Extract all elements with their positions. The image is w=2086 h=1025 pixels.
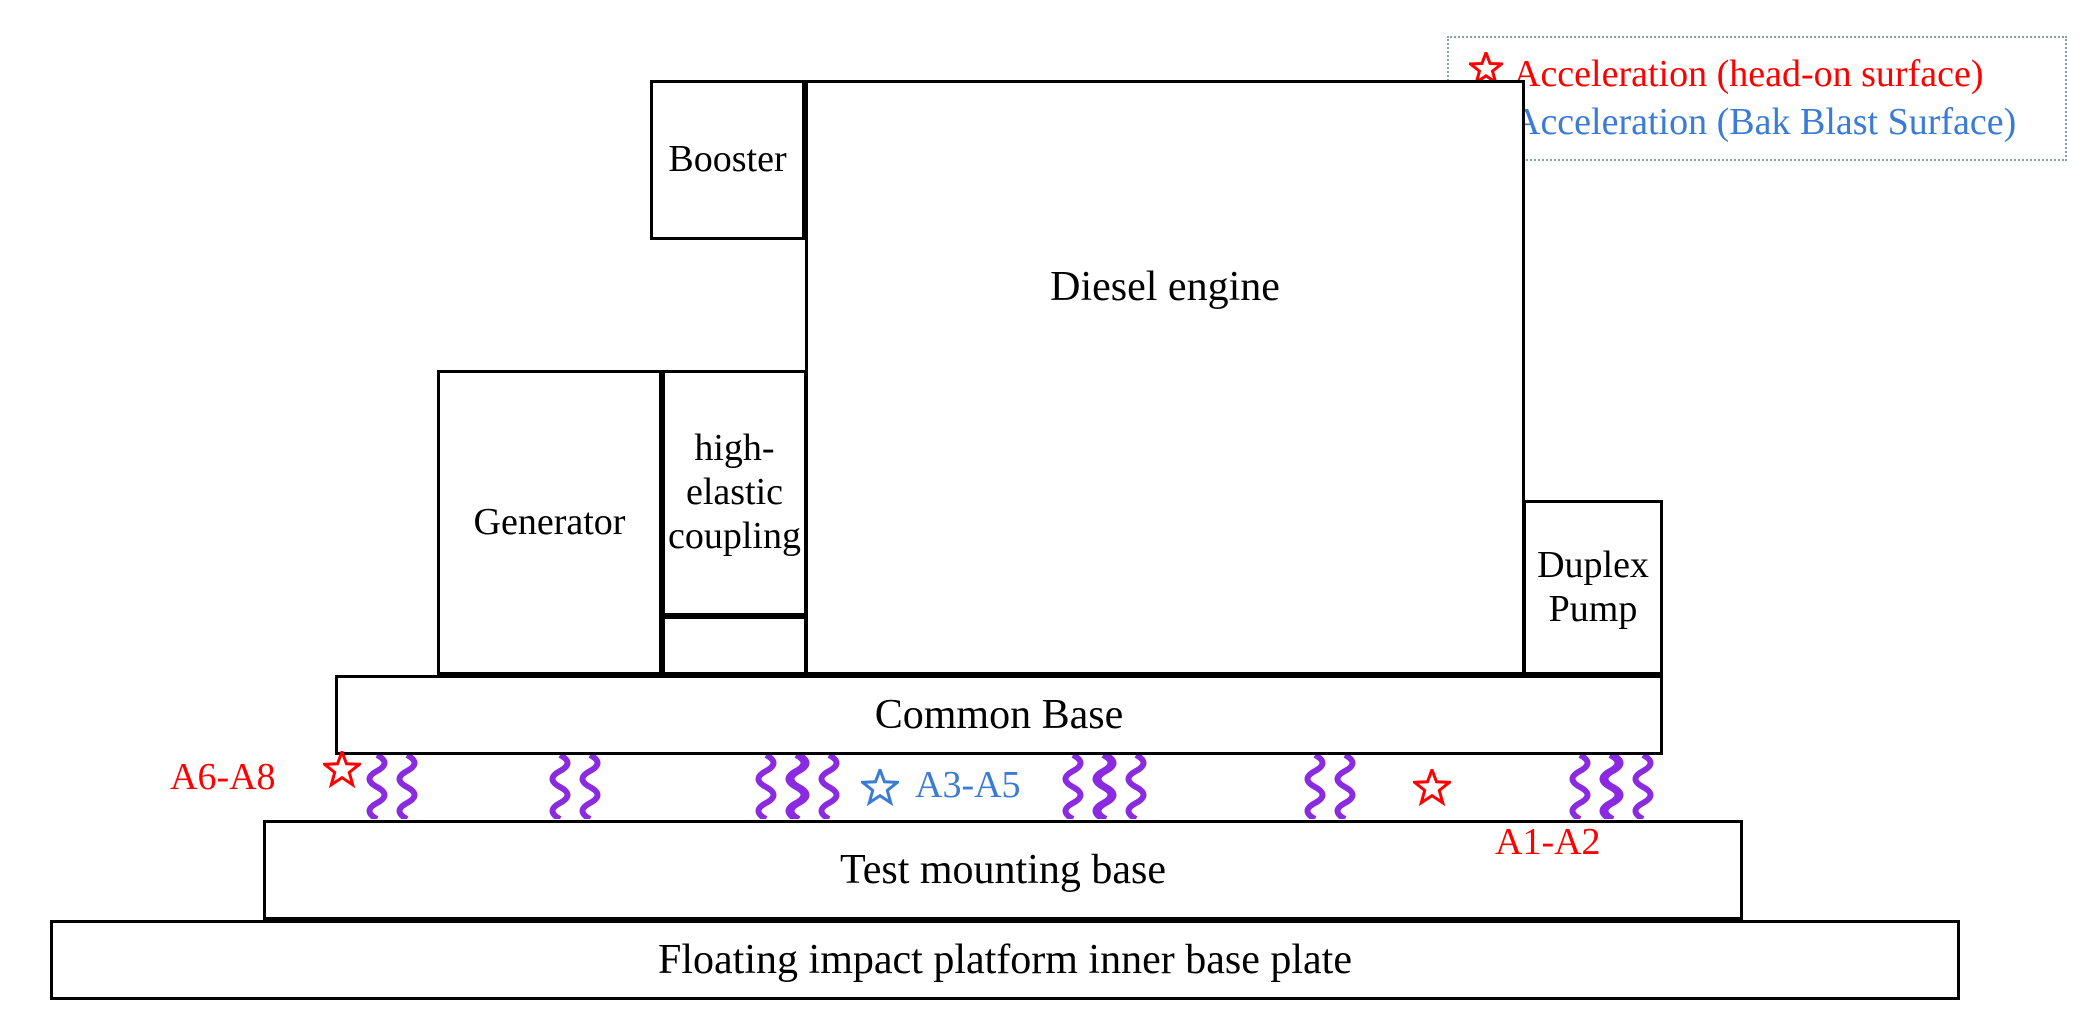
sensor-a1a2-icon — [1413, 769, 1451, 812]
generator-label: Generator — [474, 501, 626, 545]
legend-row-head: Acceleration (head-on surface) — [1469, 52, 2045, 96]
legend-panel: Acceleration (head-on surface) Accelerat… — [1447, 36, 2067, 161]
sensor-a1a2-label: A1-A2 — [1495, 820, 1601, 864]
sensor-a3a5-label: A3-A5 — [915, 763, 1021, 807]
floating-label: Floating impact platform inner base plat… — [658, 936, 1352, 984]
booster-box: Booster — [650, 80, 805, 240]
generator-box: Generator — [437, 370, 662, 675]
common-base-box: Common Base — [335, 675, 1663, 755]
duplex-box: Duplex Pump — [1523, 500, 1663, 675]
legend-back-label: Acceleration (Bak Blast Surface) — [1513, 100, 2016, 144]
coupling-box: high- elastic coupling — [662, 370, 807, 616]
sensor-a6a8-label: A6-A8 — [170, 755, 276, 799]
legend-head-label: Acceleration (head-on surface) — [1513, 52, 1984, 96]
legend-row-back: Acceleration (Bak Blast Surface) — [1469, 100, 2045, 144]
coupling-sub-box — [662, 616, 807, 675]
duplex-label: Duplex Pump — [1537, 544, 1649, 631]
sensor-a6a8-icon — [323, 751, 361, 794]
mount-label: Test mounting base — [840, 846, 1166, 894]
booster-label: Booster — [668, 138, 786, 182]
sensor-a3a5-icon — [861, 769, 899, 812]
diesel-box: Diesel engine — [805, 80, 1525, 675]
floating-plate-box: Floating impact platform inner base plat… — [50, 920, 1960, 1000]
diesel-label: Diesel engine — [1050, 263, 1280, 311]
coupling-label: high- elastic coupling — [668, 427, 801, 558]
common-label: Common Base — [875, 691, 1124, 739]
